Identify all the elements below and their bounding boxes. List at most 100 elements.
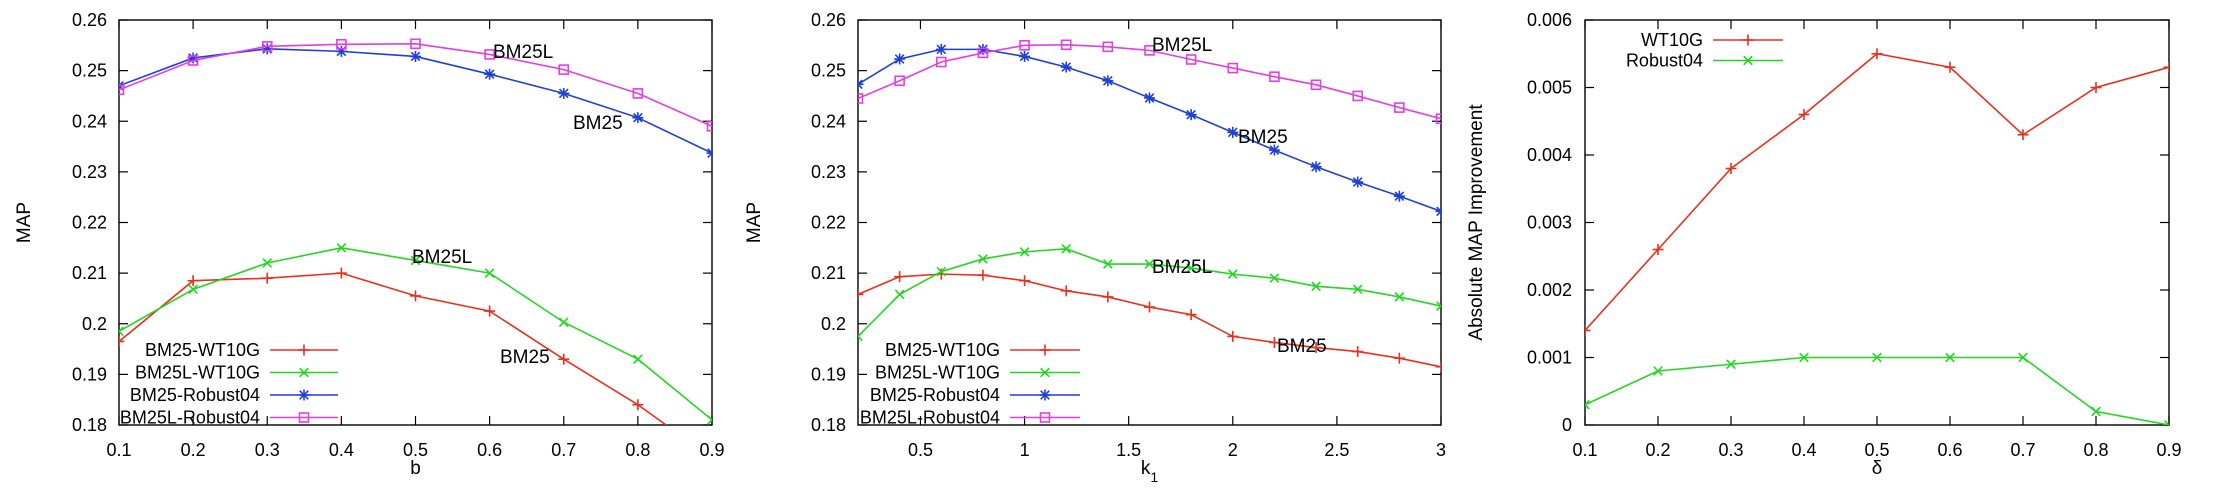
y-tick-label: 0.25: [811, 61, 846, 81]
legend-label: WT10G: [1641, 30, 1703, 50]
data-point: [261, 272, 273, 284]
data-point: [1269, 71, 1280, 82]
legend-swatch-marker: [1742, 34, 1754, 46]
data-point: [977, 47, 989, 59]
data-point: [1102, 41, 1114, 53]
data-point: [1652, 244, 1664, 255]
series-BM25-WT10G: [858, 268, 1441, 373]
data-point: [188, 284, 198, 295]
data-point: [1060, 61, 1072, 73]
y-tick-label: 0.23: [811, 162, 846, 182]
series-line: [119, 42, 712, 128]
x-tick-label: 0.3: [255, 440, 280, 460]
x-tick-label: 0.6: [1937, 440, 1962, 460]
data-point: [484, 49, 495, 60]
data-point: [558, 64, 570, 75]
data-point: [1227, 330, 1239, 342]
y-tick-label: 0.24: [72, 111, 107, 131]
data-point: [977, 269, 989, 281]
data-point: [1268, 144, 1280, 156]
curve-annotation: BM25L: [493, 42, 553, 63]
legend-label: BM25-Robust04: [870, 385, 1000, 405]
data-point: [1144, 92, 1155, 104]
data-point: [1186, 263, 1196, 273]
data-point: [1352, 90, 1364, 102]
data-point: [894, 53, 906, 65]
chart-panel-b: 0.18 0.19 0.2 0.21 0.22 0.23 0.24 0.25 0.26 0.1 0.…: [14, 10, 725, 479]
legend-label: BM25L-Robust04: [120, 408, 260, 428]
x-tick-label: 0.4: [1791, 440, 1816, 460]
x-tick-label: 0.9: [2156, 440, 2181, 460]
legend-label: BM25L-WT10G: [135, 363, 260, 383]
data-point: [410, 38, 421, 50]
series-BM25L-WT10G: [858, 243, 1441, 342]
plot-area: [119, 38, 712, 425]
series-BM25L-Robust04: [119, 38, 712, 132]
data-point: [1310, 161, 1322, 173]
data-point: [1185, 54, 1197, 65]
data-point: [936, 266, 947, 277]
curve-annotation: BM25L: [1152, 35, 1212, 56]
data-point: [484, 268, 495, 278]
series-line: [858, 48, 1441, 213]
legend-swatch-marker: [298, 389, 310, 401]
y-tick-label: 0.21: [72, 263, 107, 283]
curve-annotation: BM25: [1277, 336, 1327, 357]
curve-annotation: BM25: [500, 347, 550, 368]
data-point: [1945, 352, 1955, 363]
data-point: [1060, 39, 1072, 51]
data-point: [1103, 259, 1113, 269]
series-BM25L-WT10G: [119, 242, 712, 425]
y-tick-label: 0.22: [811, 213, 846, 233]
data-point: [1144, 301, 1155, 313]
data-point: [1019, 247, 1030, 257]
data-point: [1311, 281, 1321, 292]
legend-swatch-marker: [1039, 389, 1051, 401]
data-point: [633, 354, 643, 365]
y-tick-label: 0.18: [811, 415, 846, 435]
data-point: [1436, 301, 1441, 311]
data-point: [894, 289, 905, 300]
x-axis-label: k1: [1141, 458, 1159, 485]
data-point: [1871, 48, 1883, 60]
data-point: [1352, 284, 1363, 295]
y-tick-label: 0.18: [72, 415, 107, 435]
chart-panel-delta: 0 0.001 0.002 0.003 0.004 0.005 0.006 0.1 0.2 0.3…: [1466, 10, 2182, 479]
legend-swatch-marker: [299, 367, 309, 378]
legend-swatch-marker: [298, 344, 310, 356]
x-tick-label: 0.5: [403, 440, 428, 460]
data-point: [1798, 109, 1810, 120]
chart-panel-k1: 0.180.190.20.210.220.230.240.250.260.5 1 1…: [744, 10, 1446, 485]
legend-label: BM25-WT10G: [885, 340, 1000, 360]
data-point: [632, 88, 644, 99]
data-point: [2018, 352, 2028, 363]
data-point: [484, 305, 496, 317]
legend-swatch-marker: [1040, 367, 1050, 378]
x-tick-label: 0.6: [477, 440, 502, 460]
data-point: [262, 258, 273, 268]
data-point: [1185, 109, 1197, 121]
data-point: [632, 399, 644, 411]
data-point: [410, 290, 421, 302]
y-tick-label: 0.004: [1527, 145, 1572, 165]
x-tick-label: 0.1: [106, 440, 131, 460]
x-tick-label: 0.7: [551, 440, 576, 460]
y-axis-label: Absolute MAP Improvement: [1466, 104, 1487, 341]
legend-swatch-marker: [1039, 412, 1051, 423]
data-point: [119, 335, 125, 347]
series-line: [1585, 356, 2169, 425]
x-axis-label-main: k: [1141, 458, 1151, 479]
x-tick-label: 0.7: [2010, 440, 2035, 460]
x-tick-label: 2.5: [1324, 440, 1349, 460]
x-tick-label: 0.5: [1864, 440, 1889, 460]
x-tick-label: 0.2: [1645, 440, 1670, 460]
y-tick-label: 0.006: [1527, 10, 1572, 30]
series-BM25-Robust04: [858, 43, 1441, 217]
data-point: [1393, 190, 1405, 202]
data-point: [119, 326, 124, 337]
x-tick-label: 0.8: [625, 440, 650, 460]
data-point: [1019, 275, 1031, 287]
data-point: [1352, 346, 1364, 358]
y-tick-label: 0.19: [72, 364, 107, 384]
